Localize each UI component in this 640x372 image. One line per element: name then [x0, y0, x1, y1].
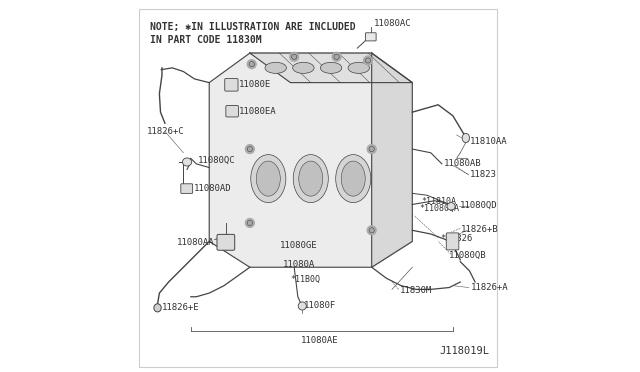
Text: *11B0Q: *11B0Q [291, 275, 321, 283]
Text: J118019L: J118019L [440, 346, 490, 356]
Text: 11080QC: 11080QC [198, 156, 236, 166]
Text: 11080A: 11080A [283, 260, 316, 269]
Ellipse shape [447, 203, 455, 210]
Text: *11810A: *11810A [422, 198, 456, 206]
Ellipse shape [182, 158, 192, 166]
Ellipse shape [298, 302, 307, 310]
Text: 11830M: 11830M [399, 286, 431, 295]
Circle shape [247, 60, 256, 68]
Polygon shape [372, 53, 412, 267]
Text: 11826+B: 11826+B [461, 225, 499, 234]
Text: 11080AE: 11080AE [301, 336, 339, 344]
FancyBboxPatch shape [226, 106, 239, 117]
Text: 11826+A: 11826+A [470, 283, 508, 292]
Text: IN PART CODE 11830M: IN PART CODE 11830M [150, 35, 262, 45]
Ellipse shape [348, 62, 369, 73]
Circle shape [332, 52, 341, 61]
Ellipse shape [462, 134, 470, 142]
FancyBboxPatch shape [446, 233, 459, 250]
Ellipse shape [292, 62, 314, 73]
FancyBboxPatch shape [365, 33, 376, 41]
Text: 11080EA: 11080EA [239, 106, 276, 116]
FancyBboxPatch shape [217, 234, 235, 250]
Ellipse shape [293, 155, 328, 203]
Circle shape [367, 226, 376, 235]
Text: *11826: *11826 [440, 234, 472, 243]
Ellipse shape [321, 62, 342, 73]
Circle shape [245, 218, 254, 227]
Text: 11826+C: 11826+C [147, 127, 184, 136]
Text: 11080AB: 11080AB [444, 159, 481, 169]
Text: *11080QA: *11080QA [420, 203, 460, 213]
Ellipse shape [154, 304, 161, 312]
Text: 11080F: 11080F [303, 301, 335, 311]
Circle shape [290, 52, 299, 61]
Polygon shape [209, 53, 412, 267]
FancyBboxPatch shape [225, 78, 238, 91]
Ellipse shape [265, 62, 287, 73]
Circle shape [367, 145, 376, 154]
Text: 11080AC: 11080AC [374, 19, 411, 28]
Text: 11080AD: 11080AD [194, 184, 231, 193]
Ellipse shape [341, 161, 365, 196]
FancyBboxPatch shape [181, 184, 193, 193]
Text: NOTE; ✱IN ILLUSTRATION ARE INCLUDED: NOTE; ✱IN ILLUSTRATION ARE INCLUDED [150, 22, 356, 32]
Ellipse shape [336, 155, 371, 203]
Ellipse shape [256, 161, 280, 196]
Circle shape [364, 56, 372, 65]
Circle shape [245, 145, 254, 154]
Text: 11823: 11823 [470, 170, 497, 179]
Ellipse shape [299, 161, 323, 196]
Polygon shape [250, 53, 412, 83]
Text: 11080E: 11080E [239, 80, 271, 89]
Text: 11826+E: 11826+E [162, 303, 200, 312]
Ellipse shape [251, 155, 286, 203]
Text: 11810AA: 11810AA [470, 137, 507, 146]
Text: 11080GE: 11080GE [280, 241, 317, 250]
Text: 11080QB: 11080QB [449, 251, 487, 260]
Text: 11080AA: 11080AA [177, 238, 215, 247]
Text: 11080QD: 11080QD [460, 201, 498, 210]
